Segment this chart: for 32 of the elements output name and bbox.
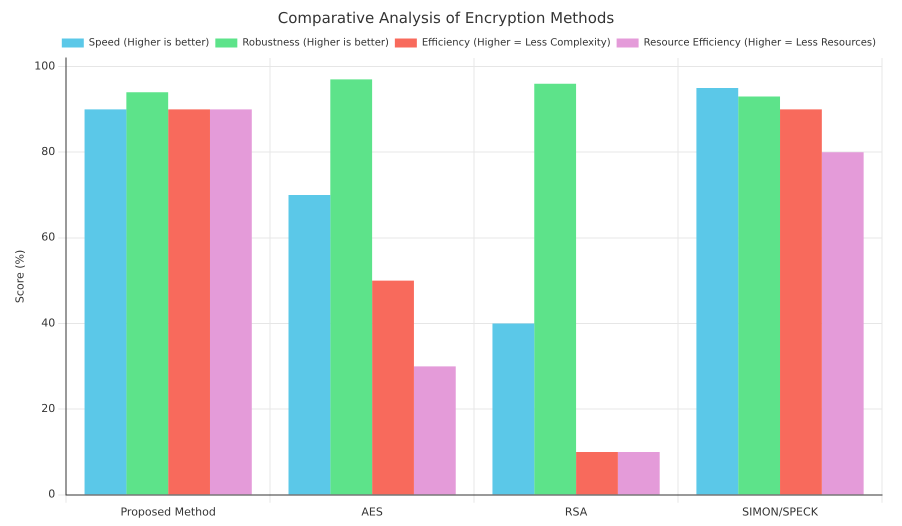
bar: [414, 366, 456, 494]
legend-label: Resource Efficiency (Higher = Less Resources): [644, 38, 876, 49]
y-tick-label: 100: [34, 59, 56, 72]
x-tick-label: SIMON/SPECK: [742, 505, 819, 518]
bar: [168, 109, 210, 494]
bar: [618, 452, 660, 494]
bar: [372, 280, 414, 494]
bar: [330, 79, 372, 494]
bar: [576, 452, 618, 494]
x-tick-label: AES: [361, 505, 383, 518]
bar: [534, 84, 576, 494]
x-tick-label: Proposed Method: [120, 505, 216, 518]
y-tick-label: 80: [41, 145, 56, 158]
y-tick-label: 40: [41, 316, 56, 330]
chart-title: Comparative Analysis of Encryption Methods: [278, 8, 614, 27]
bar: [738, 96, 780, 494]
bar: [288, 195, 330, 494]
bar: [696, 88, 738, 494]
bar: [126, 92, 168, 494]
y-axis-title: Score (%): [13, 250, 26, 304]
bar: [210, 109, 252, 494]
y-tick-label: 20: [41, 402, 56, 416]
bar: [84, 109, 126, 494]
legend-label: Robustness (Higher is better): [242, 38, 389, 49]
y-tick-label: 0: [48, 488, 56, 501]
bar: [780, 109, 822, 494]
bar: [492, 324, 534, 494]
bar: [822, 152, 864, 494]
y-tick-label: 60: [41, 230, 56, 244]
x-tick-label: RSA: [564, 505, 588, 518]
legend-label: Efficiency (Higher = Less Complexity): [422, 38, 611, 49]
legend-label: Speed (Higher is better): [88, 38, 210, 49]
